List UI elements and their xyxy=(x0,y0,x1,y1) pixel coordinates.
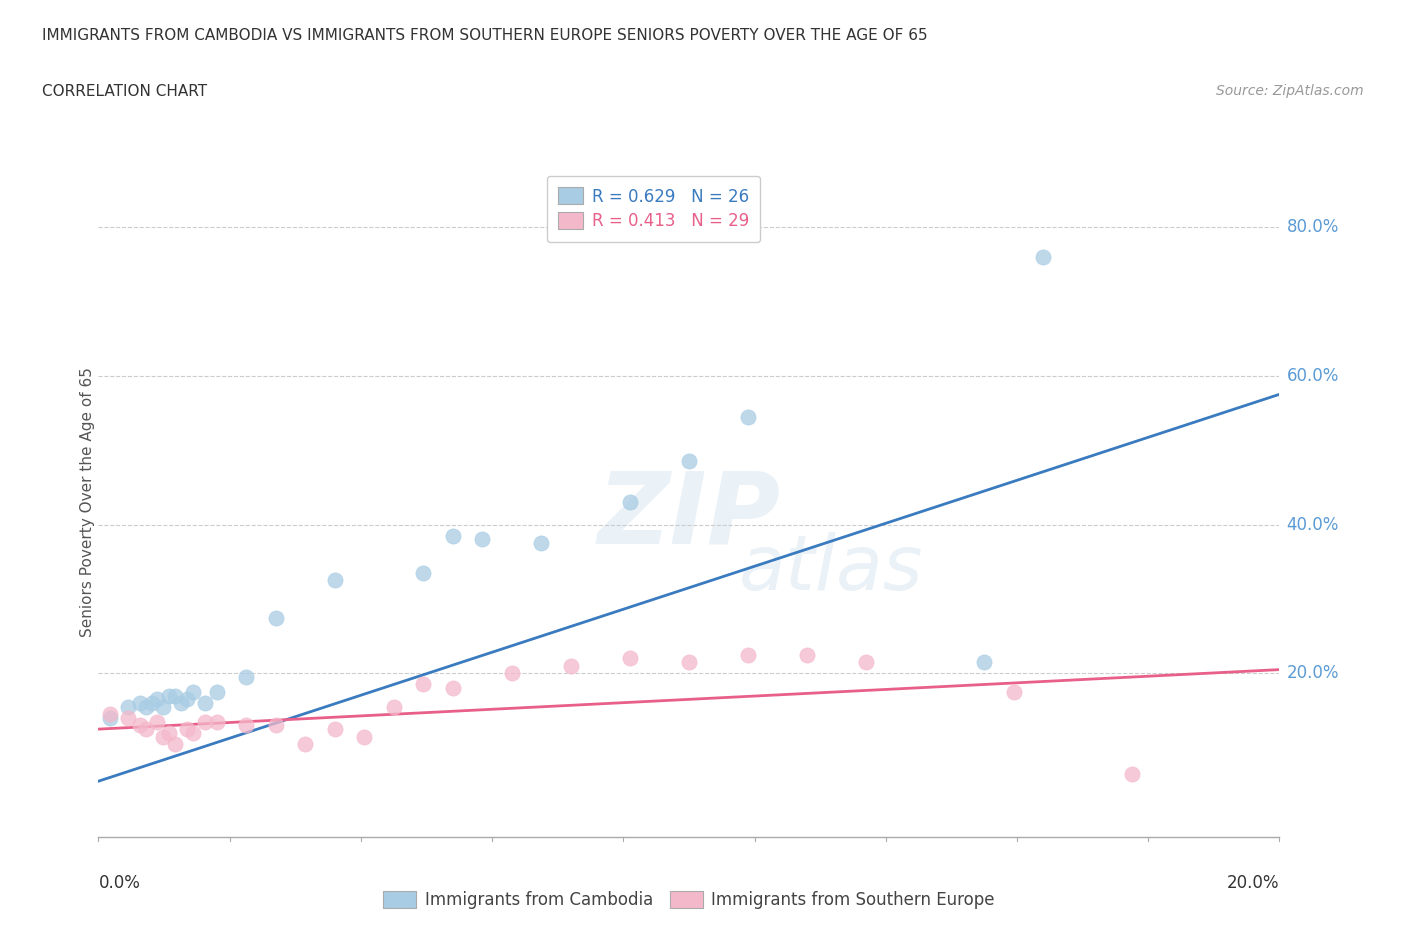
Point xyxy=(98,711,121,725)
Point xyxy=(165,737,187,751)
Point xyxy=(471,532,494,547)
Point xyxy=(135,722,157,737)
Point xyxy=(194,696,217,711)
Point xyxy=(152,699,174,714)
Point xyxy=(796,647,818,662)
Point xyxy=(530,536,553,551)
Legend: Immigrants from Cambodia, Immigrants from Southern Europe: Immigrants from Cambodia, Immigrants fro… xyxy=(377,884,1001,916)
Text: IMMIGRANTS FROM CAMBODIA VS IMMIGRANTS FROM SOUTHERN EUROPE SENIORS POVERTY OVER: IMMIGRANTS FROM CAMBODIA VS IMMIGRANTS F… xyxy=(42,28,928,43)
Text: 20.0%: 20.0% xyxy=(1286,664,1339,683)
Point xyxy=(205,684,228,699)
Point xyxy=(323,573,346,588)
Point xyxy=(170,696,193,711)
Point xyxy=(441,681,464,696)
Point xyxy=(737,647,759,662)
Point xyxy=(98,707,121,722)
Point xyxy=(181,725,204,740)
Point xyxy=(146,692,169,707)
Point xyxy=(235,670,257,684)
Text: Source: ZipAtlas.com: Source: ZipAtlas.com xyxy=(1216,84,1364,98)
Point xyxy=(1002,684,1025,699)
Point xyxy=(264,718,287,733)
Point xyxy=(181,684,204,699)
Point xyxy=(619,651,641,666)
Point xyxy=(194,714,217,729)
Point xyxy=(441,528,464,543)
Text: 60.0%: 60.0% xyxy=(1286,366,1339,385)
Point xyxy=(235,718,257,733)
Point xyxy=(973,655,995,670)
Text: 40.0%: 40.0% xyxy=(1286,515,1339,534)
Point xyxy=(323,722,346,737)
Point xyxy=(205,714,228,729)
Text: 80.0%: 80.0% xyxy=(1286,218,1339,236)
Point xyxy=(412,677,434,692)
Point xyxy=(560,658,582,673)
Point xyxy=(128,718,150,733)
Text: 20.0%: 20.0% xyxy=(1227,874,1279,892)
Point xyxy=(157,725,180,740)
Point xyxy=(855,655,877,670)
Point xyxy=(382,699,405,714)
Point xyxy=(1032,249,1054,264)
Point xyxy=(141,696,163,711)
Point xyxy=(678,655,700,670)
Point xyxy=(737,409,759,424)
Point xyxy=(117,699,139,714)
Point xyxy=(176,692,198,707)
Point xyxy=(264,610,287,625)
Point xyxy=(117,711,139,725)
Point xyxy=(146,714,169,729)
Text: atlas: atlas xyxy=(738,532,922,606)
Point xyxy=(135,699,157,714)
Text: CORRELATION CHART: CORRELATION CHART xyxy=(42,84,207,99)
Point xyxy=(157,688,180,703)
Point xyxy=(152,729,174,744)
Y-axis label: Seniors Poverty Over the Age of 65: Seniors Poverty Over the Age of 65 xyxy=(80,367,94,637)
Point xyxy=(678,454,700,469)
Text: ZIP: ZIP xyxy=(598,467,780,565)
Point xyxy=(619,495,641,510)
Point xyxy=(501,666,523,681)
Point xyxy=(412,565,434,580)
Point xyxy=(294,737,316,751)
Text: 0.0%: 0.0% xyxy=(98,874,141,892)
Point xyxy=(165,688,187,703)
Point xyxy=(176,722,198,737)
Point xyxy=(128,696,150,711)
Point xyxy=(1121,766,1143,781)
Point xyxy=(353,729,375,744)
